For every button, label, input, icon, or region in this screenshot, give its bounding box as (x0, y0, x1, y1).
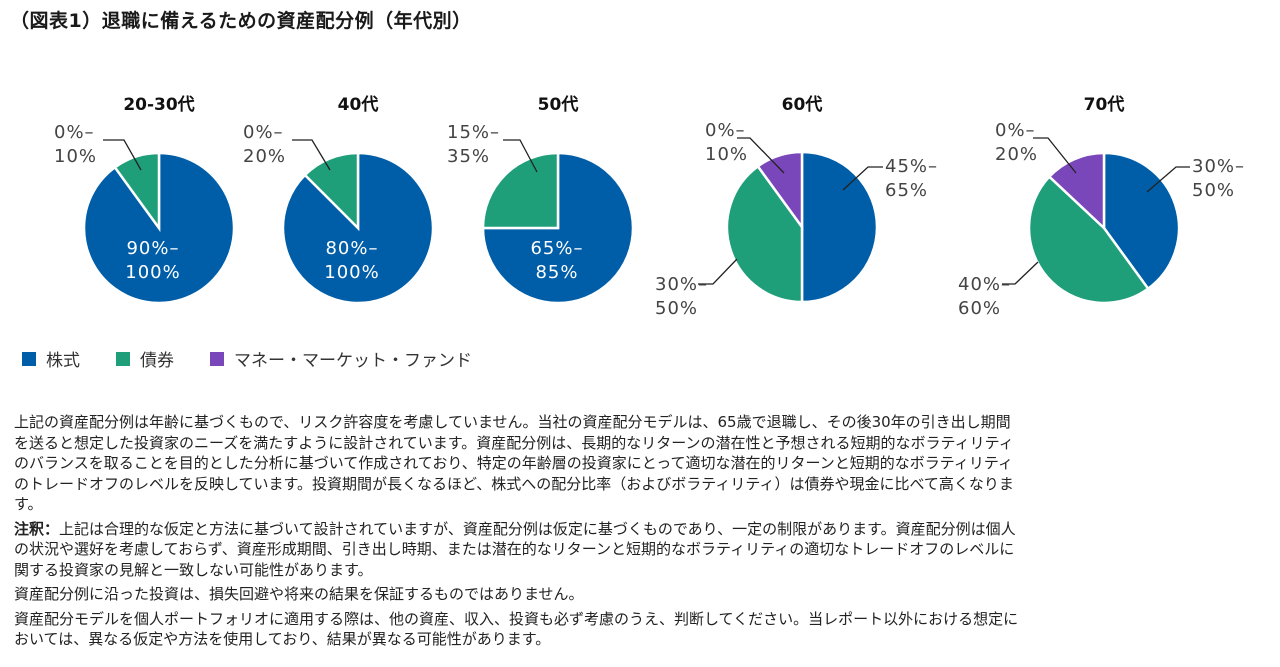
note-label: 注釈： (14, 519, 60, 538)
leader-line (503, 139, 538, 173)
note-paragraph-3: 資産配分例に沿った投資は、損失回避や将来の結果を保証するものではありません。 (14, 584, 1274, 605)
leader-line (842, 166, 883, 191)
pie-2: 40代 80%– 100% 0%– 20% (243, 94, 435, 305)
slice-label-bonds: 15%– 35% (447, 122, 500, 167)
leader-line (1146, 166, 1190, 193)
note-text: 上記は合理的な仮定と方法に基づいて設計されていますが、資産配分例は仮定に基づくも… (59, 519, 1016, 538)
pie-title: 20-30代 (123, 94, 194, 115)
pie-5: 70代 30%– 50% 40%– 60% 0%– 20% (958, 94, 1245, 319)
pie-title: 70代 (1084, 94, 1125, 115)
leader-line (737, 137, 785, 174)
note-line: おいては、異なる仮定や方法を使用しており、結果が異なる可能性があります。 (14, 630, 551, 648)
pie-title: 50代 (538, 94, 579, 115)
note-line: 資産配分例に沿った投資は、損失回避や将来の結果を保証するものではありません。 (14, 585, 584, 603)
pie-slice-stocks (481, 151, 635, 305)
pie-1: 20-30代 90%– 100% 0%– 10% (54, 94, 236, 305)
pie-slice-mmf (1047, 151, 1106, 231)
slice-label-stocks: 45%– 65% (885, 156, 938, 201)
slice-label-bonds: 0%– 20% (243, 122, 286, 167)
slice-label-mmf: 0%– 20% (995, 120, 1038, 165)
note-line: す。 (14, 495, 43, 513)
note-line: のトレードオフのレベルを反映しています。投資期間が長くなるほど、株式への配分比率… (14, 474, 1014, 493)
legend-label: マネー・マーケット・ファンド (234, 351, 472, 371)
note-paragraph-1: 上記の資産配分例は年齢に基づくもので、リスク許容度を考慮していません。当社の資産… (14, 412, 1274, 515)
legend-item-stocks: 株式 (22, 346, 80, 371)
pie-4: 60代 45%– 65% 30%– 50% 0%– 10% (655, 94, 938, 319)
legend-label: 債券 (140, 351, 174, 371)
leader-line (698, 258, 738, 285)
note-line: 注釈：上記は合理的な仮定と方法に基づいて設計されていますが、資産配分例は仮定に基… (14, 519, 1274, 540)
note-line: 資産配分モデルを個人ポートフォリオに適用する際は、他の資産、収入、投資も必ず考慮… (14, 609, 1019, 628)
note-paragraph-2: 注釈：上記は合理的な仮定と方法に基づいて設計されていますが、資産配分例は仮定に基… (14, 519, 1274, 581)
slice-label-stocks: 80%– 100% (324, 238, 379, 283)
slice-label-stocks: 90%– 100% (125, 238, 180, 283)
note-line: を送ると想定した投資家のニーズを満たすように設計されています。資産配分例は、長期… (14, 433, 1014, 452)
leader-line (103, 139, 142, 171)
legend-item-bonds: 債券 (116, 346, 174, 371)
notes: 上記の資産配分例は年齢に基づくもので、リスク許容度を考慮していません。当社の資産… (14, 412, 1274, 654)
pie-slice-bonds (725, 164, 804, 304)
pie-slice-stocks (1102, 151, 1181, 291)
pie-slice-mmf (756, 150, 804, 231)
leader-line (1033, 137, 1077, 174)
slice-label-stocks: 65%– 85% (530, 238, 583, 283)
note-line: 上記の資産配分例は年齢に基づくもので、リスク許容度を考慮していません。当社の資産… (14, 413, 1011, 431)
pie-title: 40代 (338, 94, 379, 115)
pie-charts: 20-30代 90%– 100% 0%– 10% 40代 80%– 100% 0%– 20% 50代… (54, 94, 1245, 319)
pie-slice-bonds (113, 151, 161, 232)
pie-slice-stocks (800, 150, 879, 304)
slice-label-bonds: 40%– 60% (958, 274, 1011, 319)
pie-slice-bonds (1027, 174, 1150, 305)
legend-label: 株式 (46, 351, 80, 371)
note-line: 関する投資家の見解と一致しない可能性があります。 (14, 560, 373, 579)
legend-swatch-stocks (22, 351, 36, 366)
figure-title: （図表1）退職に備えるための資産配分例（年代別） (10, 10, 472, 32)
leader-line (1002, 261, 1039, 285)
slice-label-mmf: 0%– 10% (705, 120, 748, 165)
legend-swatch-mmf (210, 351, 224, 366)
pie-slice-bonds (303, 151, 360, 232)
slice-label-stocks: 30%– 50% (1192, 156, 1245, 201)
note-paragraph-4: 資産配分モデルを個人ポートフォリオに適用する際は、他の資産、収入、投資も必ず考慮… (14, 609, 1274, 650)
pie-slice-bonds (481, 151, 560, 230)
note-line: の状況や選好を考慮しておらず、資産形成期間、引き出し時期、または潜在的なリターン… (14, 540, 1015, 558)
slice-label-bonds: 0%– 10% (54, 122, 97, 167)
slice-label-bonds: 30%– 50% (655, 274, 708, 319)
pie-3: 50代 65%– 85% 15%– 35% (447, 94, 635, 305)
legend: 株式 債券 マネー・マーケット・ファンド (22, 346, 508, 371)
legend-item-mmf: マネー・マーケット・ファンド (210, 346, 472, 371)
pie-title: 60代 (782, 94, 823, 115)
leader-line (292, 139, 331, 171)
legend-swatch-bonds (116, 351, 130, 366)
note-line: のバランスを取ることを目的とした分析に基づいて作成されており、特定の年齢層の投資… (14, 454, 1014, 472)
